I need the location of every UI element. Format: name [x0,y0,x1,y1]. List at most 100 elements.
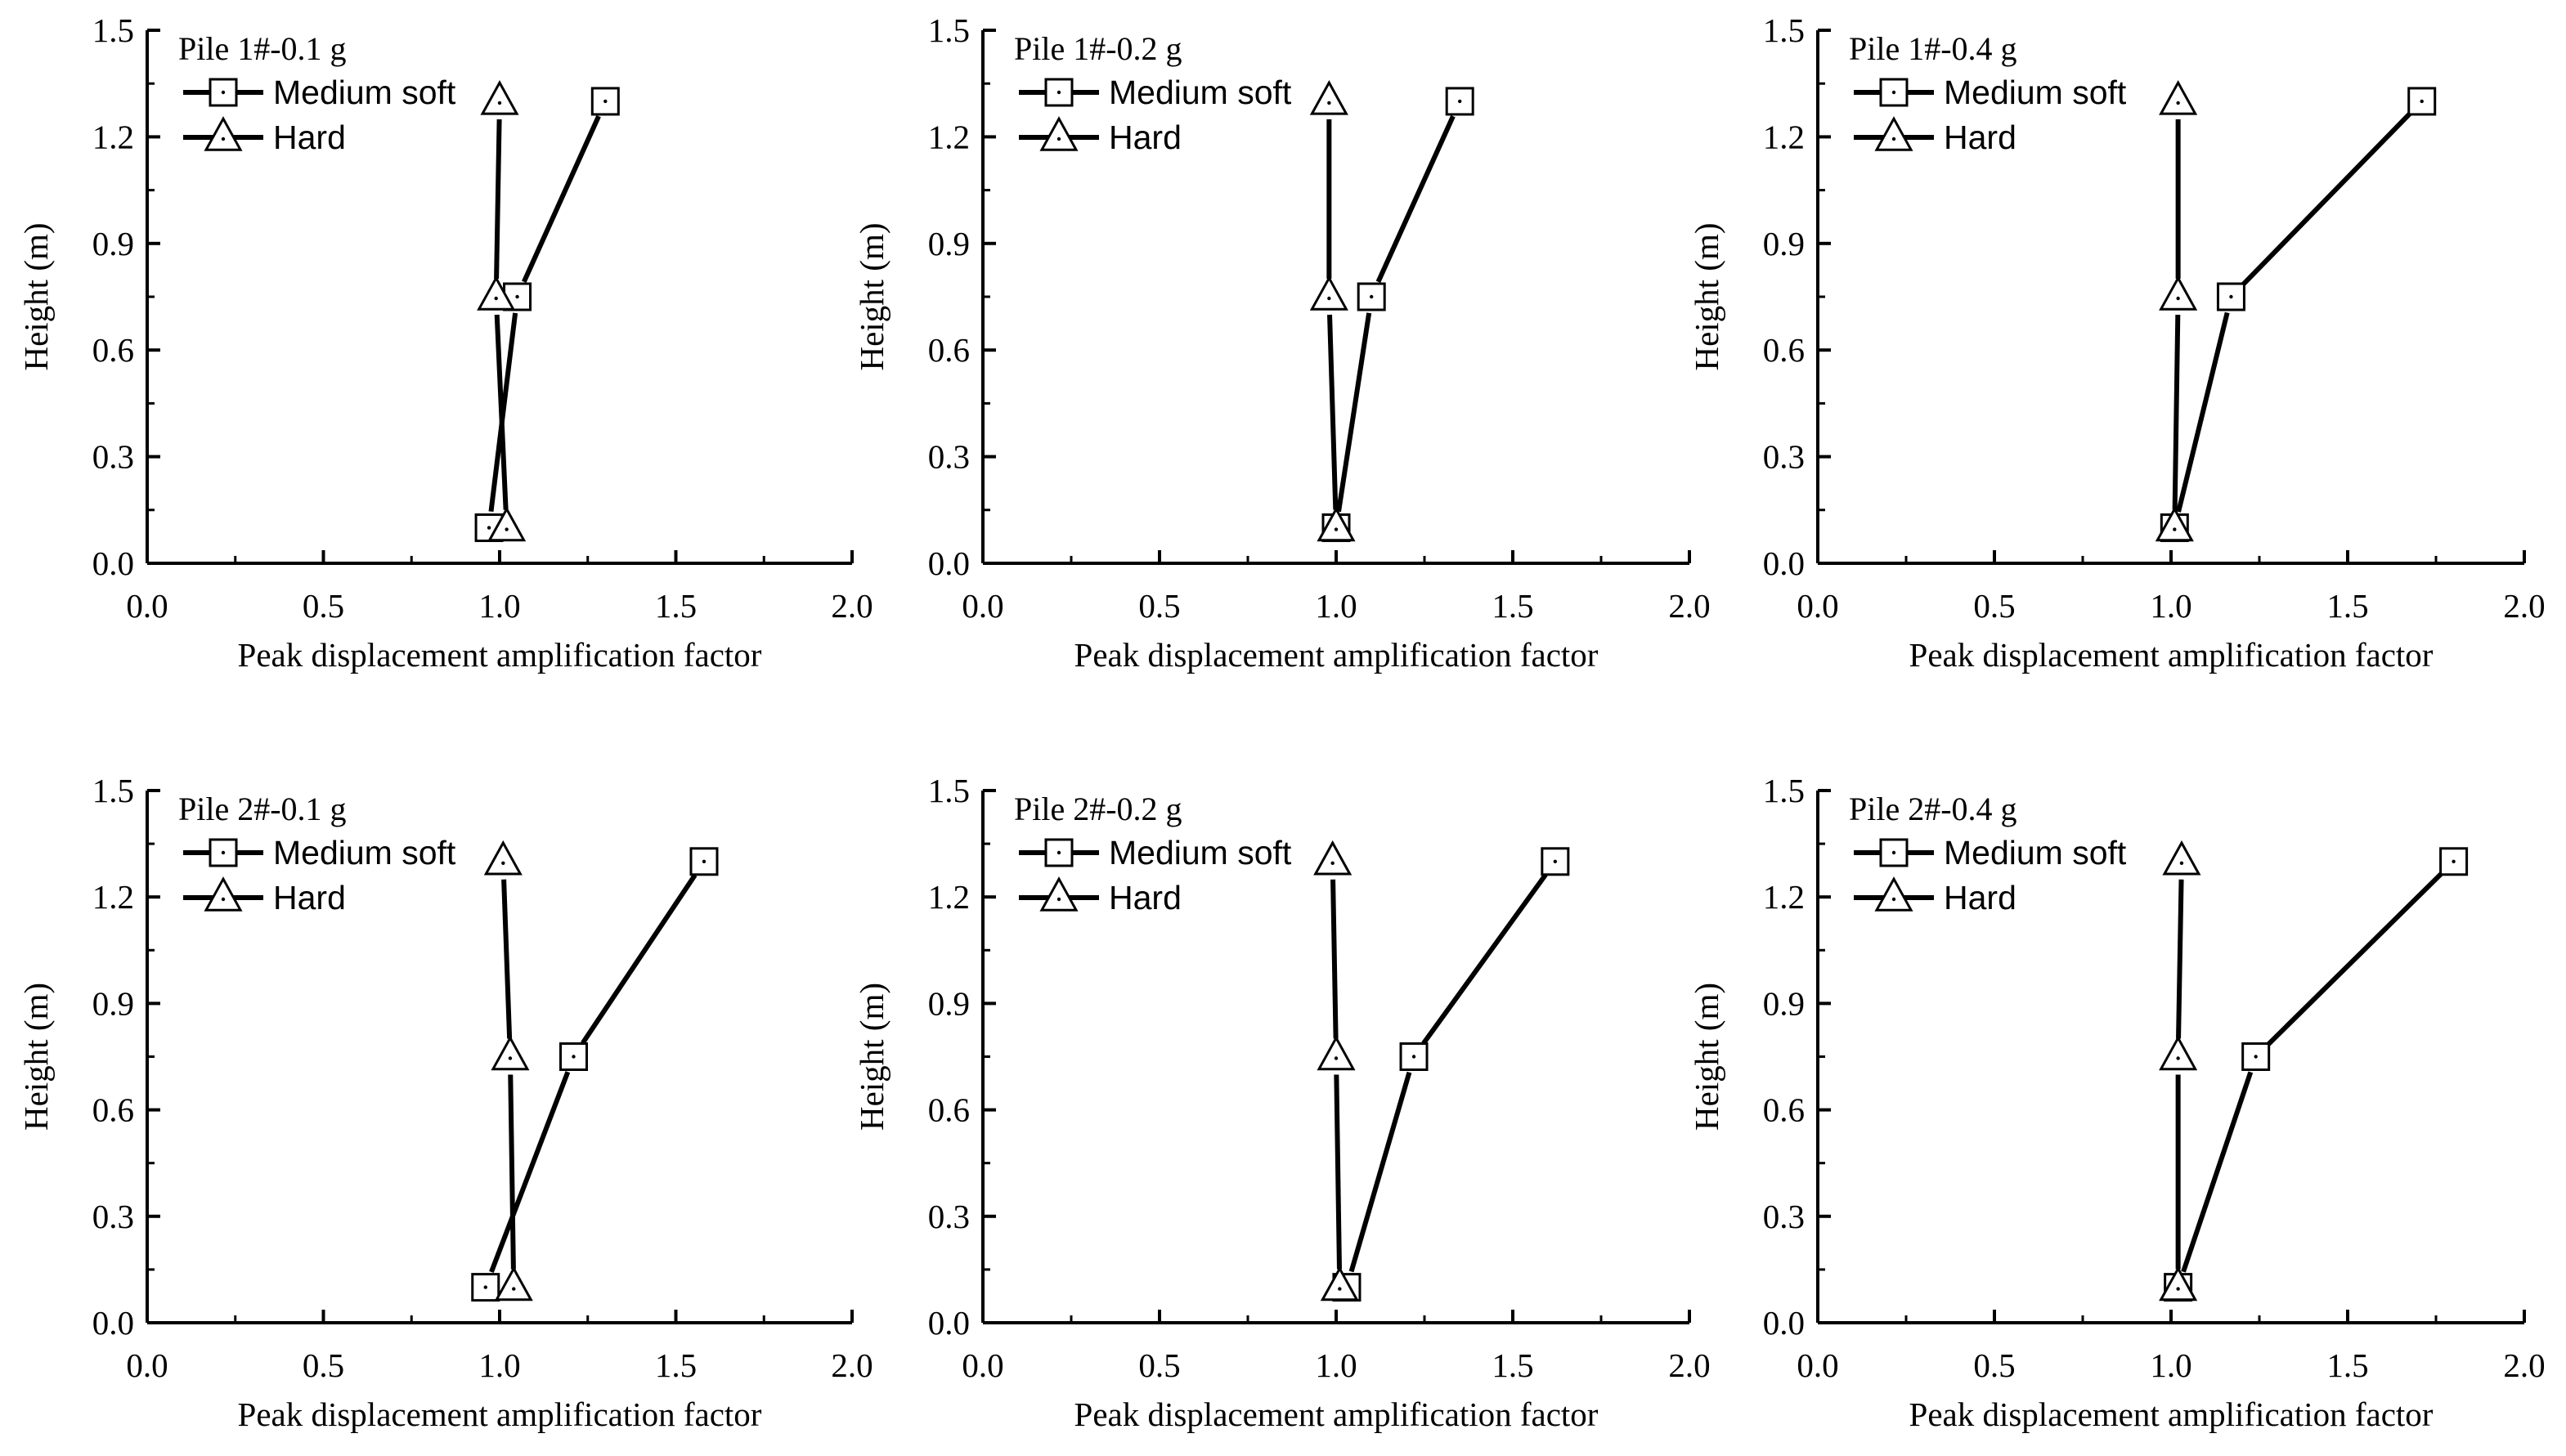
legend-triangle-marker [1874,876,1913,912]
legend-label: Medium soft [273,74,456,111]
legend-square-marker-dot [221,90,226,95]
x-tick-label: 1.5 [655,1346,697,1384]
legend-label: Medium soft [273,834,456,871]
x-tick-label: 2.0 [831,587,873,625]
y-tick-label: 0.6 [92,331,134,369]
x-tick-label: 0.0 [1797,1346,1838,1384]
series-line-hard [1334,1074,1342,1270]
data-point-medium-soft [1445,87,1474,116]
y-tick-label: 0.6 [928,331,970,369]
y-tick-label: 0.0 [92,1304,134,1342]
chart-panel-2: 0.0 0.3 0.6 0.9 1.2 1.5 0.0 0.5 1.0 1.5 2.0 Peak di… [853,11,1711,674]
x-tick-label: 0.0 [962,1346,1003,1384]
x-tick-label: 0.5 [1138,587,1180,625]
data-point-hard [491,1035,530,1071]
data-point-medium-soft-dot [572,1055,576,1059]
y-tick-label: 0.6 [928,1091,970,1129]
x-tick-label: 2.0 [1668,1346,1710,1384]
legend-triangle-marker-dot [221,897,226,902]
legend-square-marker-dot [1056,850,1061,855]
series-line-medium-soft [1348,1071,1412,1273]
data-point-hard [2155,506,2194,542]
data-point-medium-soft-dot [1458,99,1462,104]
y-tick-label: 1.5 [1763,11,1805,49]
data-point-hard-dot [505,527,509,531]
legend-square-marker-dot [1891,90,1896,95]
x-axis-title: Peak displacement amplification factor [1074,1396,1599,1433]
data-point-medium-soft-dot [603,99,608,104]
legend-square-marker [1879,78,1909,107]
series-line-hard [508,1074,516,1270]
legend-triangle-marker [204,876,243,912]
y-axis-title: Height (m) [1688,983,1725,1131]
y-tick-label: 0.9 [1763,225,1805,262]
panel-title: Pile 1#-0.2 g [1014,30,1182,67]
x-tick-label: 1.0 [478,1346,520,1384]
legend-triangle-marker [1039,876,1079,912]
legend-label: Medium soft [1109,834,1292,871]
y-tick-label: 1.2 [92,118,134,155]
x-tick-label: 2.0 [2503,587,2545,625]
x-tick-label: 1.5 [1492,587,1533,625]
y-tick-label: 1.5 [92,772,134,809]
series-line-hard [494,314,509,510]
x-tick-label: 1.5 [655,587,697,625]
data-point-hard [1313,840,1353,876]
panel-title: Pile 2#-0.4 g [1849,791,2017,827]
legend-triangle-marker [204,116,243,151]
data-point-medium-soft-dot [1411,1055,1416,1059]
x-tick-label: 1.5 [2326,587,2368,625]
y-tick-label: 1.5 [928,11,970,49]
x-tick-label: 1.0 [2150,587,2191,625]
y-tick-label: 0.9 [92,225,134,262]
panel-title: Pile 2#-0.1 g [178,791,347,827]
series-line-medium-soft [522,114,601,283]
series-line-medium-soft [2176,311,2230,513]
y-tick-label: 0.3 [92,1198,134,1235]
data-point-hard-dot [1327,296,1331,301]
x-tick-label: 0.5 [303,587,344,625]
series-line-medium-soft [2181,1071,2254,1273]
data-point-hard [2159,80,2198,115]
data-point-hard [1320,1266,1359,1301]
legend-triangle-marker [1039,116,1079,151]
legend-triangle-marker-dot [1056,137,1061,141]
panel-title: Pile 1#-0.4 g [1849,30,2017,67]
data-point-medium-soft-dot [483,1285,487,1289]
data-point-hard-dot [1327,101,1331,105]
y-tick-label: 0.0 [92,544,134,582]
legend-triangle-marker-dot [1891,897,1896,902]
data-point-hard-dot [501,861,505,866]
y-tick-label: 0.0 [1763,1304,1805,1342]
x-tick-label: 2.0 [2503,1346,2545,1384]
y-tick-label: 1.5 [1763,772,1805,809]
series-line-medium-soft [2265,871,2444,1047]
y-axis-title: Height (m) [17,983,55,1131]
data-point-hard-dot [1334,1056,1339,1060]
legend-label: Medium soft [1944,834,2127,871]
data-point-hard [480,80,519,115]
data-point-hard-dot [2179,861,2184,866]
series-line-hard [2176,879,2184,1039]
legend-square-marker-dot [1891,850,1896,855]
series-line-hard [1327,314,1339,510]
panel-title: Pile 1#-0.1 g [178,30,347,67]
y-tick-label: 0.0 [928,1304,970,1342]
legend-label: Hard [1109,879,1182,916]
y-axis-title: Height (m) [17,222,55,370]
data-point-hard-dot [2173,527,2177,531]
x-tick-label: 0.5 [303,1346,344,1384]
data-point-hard [2162,840,2201,876]
legend-label: Hard [1944,119,2016,156]
y-tick-label: 1.2 [92,878,134,916]
series-line-medium-soft [489,1071,571,1273]
legend-label: Medium soft [1109,74,1292,111]
x-tick-label: 0.5 [1138,1346,1180,1384]
data-point-medium-soft [590,87,620,116]
data-point-hard [494,1266,533,1301]
x-tick-label: 2.0 [1668,587,1710,625]
x-tick-label: 1.5 [1492,1346,1533,1384]
data-point-medium-soft-dot [2420,99,2424,104]
data-point-hard [2159,1035,2198,1071]
y-axis-title: Height (m) [853,983,890,1131]
